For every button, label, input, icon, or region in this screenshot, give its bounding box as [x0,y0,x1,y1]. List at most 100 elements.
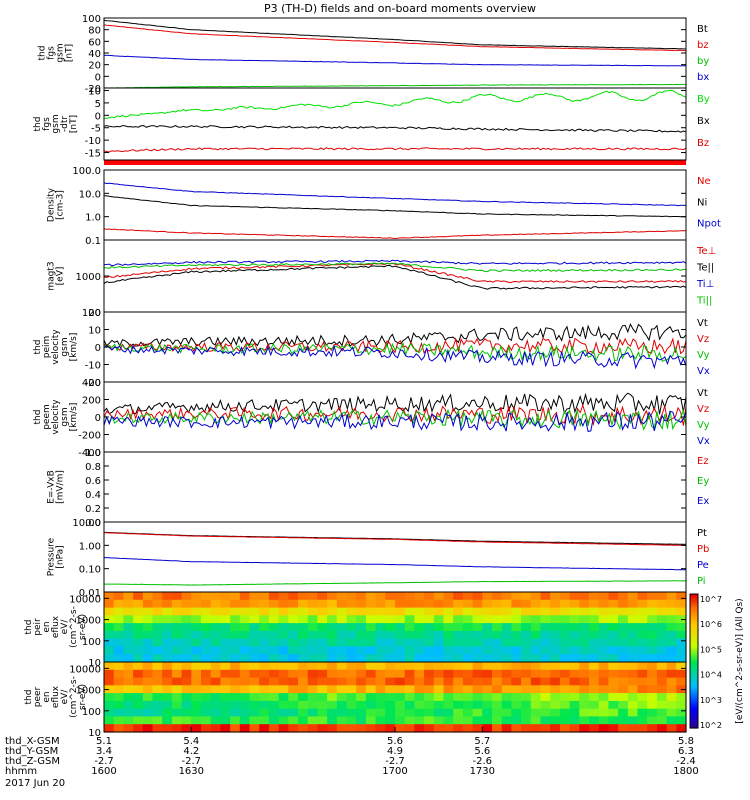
heatmap-cell [666,693,677,702]
x-tick-label: -2.4 [676,756,696,767]
heatmap-cell [171,646,183,655]
heatmap-cell [288,615,299,624]
heatmap-cell [346,708,357,718]
heatmap-cell [540,685,551,694]
heatmap-cell [404,607,415,616]
heatmap-cell [113,646,124,655]
heatmap-cell [443,708,454,718]
heatmap-cell [162,685,173,694]
heatmap-cell [589,615,600,624]
heatmap-cell [608,677,619,686]
x-row-label: 2017 Jun 20 [5,778,65,789]
heatmap-cell [346,607,357,616]
heatmap-cell [492,693,503,702]
heatmap-cell [113,615,124,624]
y-tick-label: -5 [91,124,101,135]
heatmap-cell [462,599,474,609]
heatmap-cell [152,708,163,718]
heatmap-cell [278,662,289,671]
y-tick-label: 0.4 [85,490,101,501]
colorbar-frame [689,593,699,729]
heatmap-cell [249,662,260,671]
heatmap-cell [298,599,309,609]
heatmap-cell [201,592,212,601]
heatmap-cell [676,599,687,609]
heatmap-cell [346,615,357,624]
heatmap-cell [462,669,474,679]
heatmap-cell [365,599,377,609]
heatmap-cell [530,708,542,718]
y-tick-label: 0.8 [85,462,101,473]
heatmap-cell [559,654,571,663]
y-tick-label: 20 [88,61,101,72]
heatmap-cell [259,630,270,640]
heatmap-cell [104,638,115,648]
heatmap-cell [201,669,212,679]
y-axis-label: thd fgs gsm [nT] [38,43,75,62]
heatmap-cell [579,623,590,632]
heatmap-cell [181,669,192,679]
heatmap-cell [676,638,687,648]
heatmap-cell [249,669,260,679]
heatmap-cell [171,708,183,718]
heatmap-cell [356,646,367,655]
y-axis-label-line: [mV/m] [56,470,66,504]
heatmap-cell [356,599,367,609]
colorbar-label: [eV/(cm^2-s-sr-eV)] (All Qs) [735,598,745,723]
series-fgs_gsm_detrended-0 [104,89,687,119]
heatmap-cell [676,607,687,616]
colorbar-cell [690,618,698,622]
heatmap-cell [220,654,231,663]
heatmap-cell [530,654,542,663]
heatmap-cell [113,630,124,640]
heatmap-cell [191,592,202,601]
heatmap-cell [220,677,231,686]
heatmap-cell [656,638,668,648]
heatmap-cell [433,662,445,671]
x-tick-label: -2.6 [473,756,493,767]
heatmap-cell [395,615,406,624]
heatmap-cell [482,599,493,609]
heatmap-cell [511,592,522,601]
heatmap-cell [395,630,406,640]
heatmap-cell [550,607,561,616]
heatmap-cell [656,693,668,702]
x-row-label: hhmm [5,766,37,777]
legend-label: Vz [697,334,709,345]
heatmap-cell [346,662,357,671]
heatmap-cell [424,677,435,686]
heatmap-cell [550,615,561,624]
heatmap-cell [656,615,668,624]
heatmap-cell [162,592,173,601]
heatmap-cell [647,638,658,648]
heatmap-cell [104,654,115,663]
heatmap-cell [637,638,648,648]
y-axis-label-line: gsm [51,114,61,133]
legend-label: by [697,56,709,67]
heatmap-cell [472,700,483,710]
heatmap-cell [424,693,435,702]
y-axis-label-line: thd [33,340,43,355]
x-tick-label: 1630 [179,766,204,777]
colorbar-cell [690,614,698,617]
heatmap-cell [453,599,464,609]
heatmap-cell [230,607,241,616]
heatmap-cell [492,592,503,601]
heatmap-cell [492,700,503,710]
colorbar-cell [690,600,698,604]
heatmap-cell [482,607,493,616]
legend-label: Vt [697,318,708,329]
colorbar-cell [690,712,698,716]
heatmap-cell [385,592,396,601]
heatmap-cell [365,646,377,655]
heatmap-cell [336,638,348,648]
heatmap-cell [142,700,154,710]
heatmap-cell [676,623,687,632]
heatmap-cell [239,646,251,655]
colorbar-cell [690,643,698,646]
heatmap-cell [511,700,522,710]
heatmap-cell [540,700,551,710]
heatmap-cell [608,630,619,640]
heatmap-cell [239,607,251,616]
